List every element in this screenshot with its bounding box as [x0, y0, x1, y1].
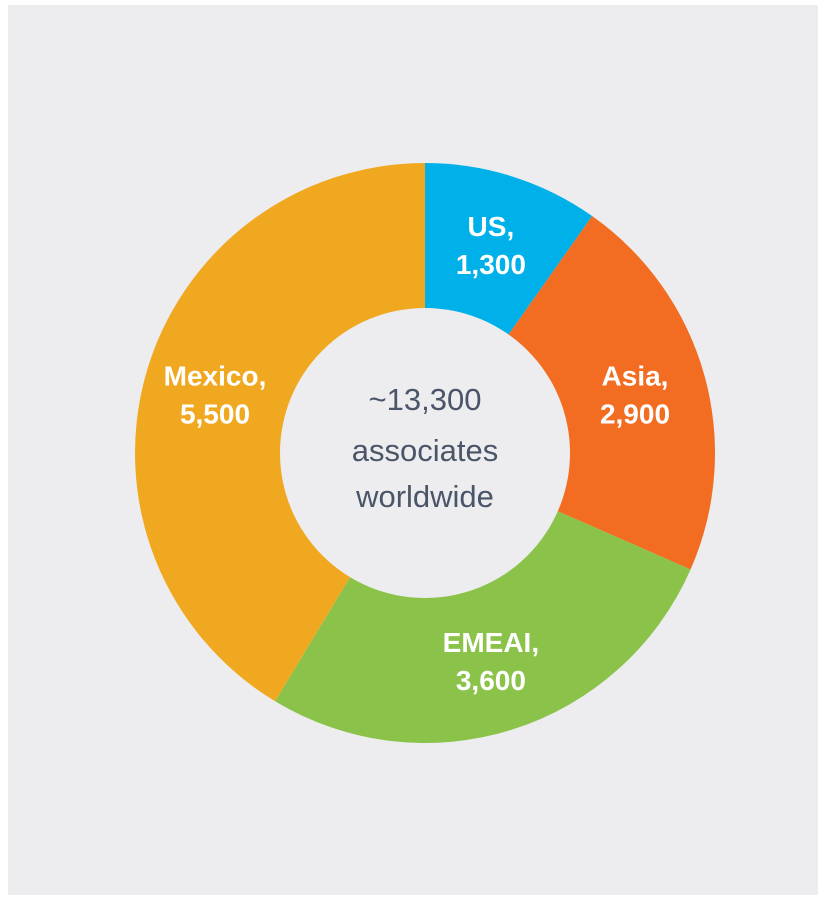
center-text-line-2: associates [352, 433, 498, 468]
center-text-line-3: worldwide [355, 479, 494, 514]
slice-label-mexico-value: 5,500 [180, 399, 250, 430]
slice-label-us-name: US, [468, 211, 515, 242]
slice-label-mexico-name: Mexico, [164, 361, 267, 392]
donut-hole [280, 308, 570, 598]
slice-label-asia-value: 2,900 [600, 399, 670, 430]
slice-label-emeai-value: 3,600 [456, 665, 526, 696]
slice-label-asia-name: Asia, [602, 361, 669, 392]
slice-label-us-value: 1,300 [456, 249, 526, 280]
center-text-line-1: ~13,300 [369, 382, 482, 417]
slice-labels-group: US, 1,300 Asia, 2,900 EMEAI, 3,600 Mexico, 5,50… [164, 211, 670, 696]
slice-emeai [275, 453, 691, 743]
slice-label-emeai-name: EMEAI, [443, 627, 539, 658]
